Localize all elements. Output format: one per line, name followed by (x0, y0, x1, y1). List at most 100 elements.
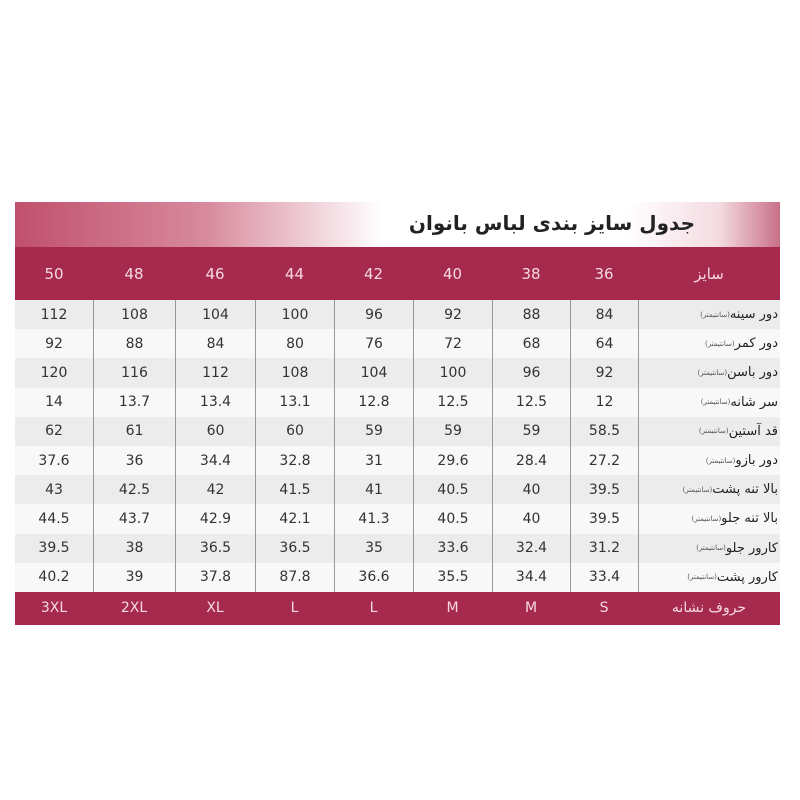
value-cell: 12.8 (334, 387, 413, 417)
measure-name: سر شانه (730, 394, 778, 410)
size-header: 46 (205, 264, 225, 283)
value-cell: 72 (413, 329, 492, 359)
value-cell: 36.5 (175, 533, 255, 563)
value-cell: 61 (93, 416, 175, 446)
value-cell: 13.7 (93, 387, 175, 417)
footer-label: حروف نشانه (671, 600, 747, 617)
row-label: دور سینه (سانتیمتر) (638, 300, 780, 330)
size-letter: 3XL (40, 600, 68, 617)
size-header: 48 (124, 264, 144, 283)
row-label: قد آستین (سانتیمتر) (638, 416, 780, 446)
value-cell: 104 (175, 300, 255, 330)
value-cell: 36.6 (334, 562, 413, 592)
size-header: 36 (594, 264, 614, 283)
unit-label: (سانتیمتر) (696, 544, 726, 553)
value-cell: 59 (413, 416, 492, 446)
value-cell: 13.1 (255, 387, 334, 417)
value-cell: 34.4 (175, 445, 255, 476)
row-label: کارور جلو (سانتیمتر) (638, 533, 780, 563)
row-label: دور کمر (سانتیمتر) (638, 329, 780, 359)
value-cell: 36 (93, 445, 175, 476)
value-cell: 64 (570, 329, 638, 359)
value-cell: 35.5 (413, 562, 492, 592)
value-cell: 35 (334, 533, 413, 563)
unit-label: (سانتیمتر) (704, 339, 735, 348)
value-cell: 43 (45, 481, 63, 498)
value-cell: 88 (492, 300, 570, 330)
size-letter: XL (206, 600, 224, 617)
value-cell: 58.5 (570, 416, 638, 446)
chart-title: جدول سایز بندی لباس بانوان (408, 211, 695, 235)
size-header: 42 (363, 264, 384, 283)
value-cell: 60 (175, 416, 255, 446)
table-row: کارور پشت (سانتیمتر) 33.4 34.4 35.5 36.6 87.8 3… (15, 562, 780, 592)
value-cell: 28.4 (492, 445, 570, 476)
value-cell: 33.6 (413, 533, 492, 563)
value-cell: 100 (255, 300, 334, 330)
value-cell: 33.4 (570, 562, 638, 592)
value-cell: 39.5 (570, 504, 638, 534)
value-cell: 100 (413, 358, 492, 388)
table-row: دور بازو (سانتیمتر) 27.2 28.4 29.6 31 32.8 34.4… (15, 445, 780, 476)
value-cell: 40.5 (413, 475, 492, 505)
measure-name: بالا تنه پشت (712, 482, 778, 498)
table-row: کارور جلو (سانتیمتر) 31.2 32.4 33.6 35 36.5 36.… (15, 533, 780, 563)
unit-label: (سانتیمتر) (697, 368, 728, 377)
row-label: کارور پشت (سانتیمتر) (638, 562, 780, 592)
size-letter: L (369, 600, 378, 617)
value-cell: 76 (334, 329, 413, 359)
value-cell: 42 (175, 475, 255, 505)
value-cell: 12.5 (492, 387, 570, 417)
measure-name: دور سینه (729, 307, 778, 323)
value-cell: 68 (492, 329, 570, 359)
value-cell: 40 (492, 504, 570, 534)
value-cell: 40.5 (413, 504, 492, 534)
unit-label: (سانتیمتر) (705, 456, 736, 465)
value-cell: 42.9 (175, 504, 255, 534)
size-letter: L (290, 600, 299, 617)
table-row: بالا تنه جلو (سانتیمتر) 39.5 40 40.5 41.3 42.1… (15, 504, 780, 534)
table-row: دور کمر (سانتیمتر) 64 68 72 76 80 84 88 92 (15, 329, 780, 359)
value-cell: 12 (570, 387, 638, 417)
size-chart: جدول سایز بندی لباس بانوان سایز 36 38 40 42 4… (15, 202, 780, 625)
value-cell: 40.2 (38, 569, 70, 586)
row-label: دور بازو (سانتیمتر) (638, 445, 780, 476)
unit-label: (سانتیمتر) (700, 398, 731, 407)
value-cell: 40 (492, 475, 570, 505)
value-cell: 59 (492, 416, 570, 446)
unit-label: (سانتیمتر) (691, 514, 722, 523)
value-cell: 104 (334, 358, 413, 388)
value-cell: 43.7 (93, 504, 175, 534)
value-cell: 92 (413, 300, 492, 330)
value-cell: 42.5 (93, 475, 175, 505)
table-row: بالا تنه پشت (سانتیمتر) 39.5 40 40.5 41 41.5 42… (15, 475, 780, 505)
value-cell: 44.5 (38, 510, 70, 527)
value-cell: 108 (255, 358, 334, 388)
size-letter: S (599, 600, 609, 617)
row-label: بالا تنه جلو (سانتیمتر) (638, 504, 780, 534)
value-cell: 41.3 (334, 504, 413, 534)
value-cell: 29.6 (413, 445, 492, 476)
value-cell: 96 (492, 358, 570, 388)
row-label: سر شانه (سانتیمتر) (638, 387, 780, 417)
size-letter: 2XL (120, 600, 148, 617)
row-label: بالا تنه پشت (سانتیمتر) (638, 475, 780, 505)
size-header: 38 (521, 264, 541, 283)
value-cell: 80 (255, 329, 334, 359)
table-row: دور سینه (سانتیمتر) 84 88 92 96 100 104 108 112 (15, 300, 780, 330)
value-cell: 41 (334, 475, 413, 505)
value-cell: 39.5 (38, 540, 70, 557)
value-cell: 60 (255, 416, 334, 446)
unit-label: (سانتیمتر) (698, 427, 729, 436)
value-cell: 84 (570, 300, 638, 330)
table-row: سر شانه (سانتیمتر) 12 12.5 12.5 12.8 13.1 13.4 1… (15, 387, 780, 417)
measure-name: دور کمر (734, 336, 778, 352)
unit-label: (سانتیمتر) (687, 573, 717, 582)
measure-name: کارور جلو (725, 540, 778, 556)
value-cell: 31 (334, 445, 413, 476)
value-cell: 36.5 (255, 533, 334, 563)
value-cell: 84 (175, 329, 255, 359)
value-cell: 41.5 (255, 475, 334, 505)
value-cell: 87.8 (255, 562, 334, 592)
measure-name: کارور پشت (716, 569, 778, 585)
